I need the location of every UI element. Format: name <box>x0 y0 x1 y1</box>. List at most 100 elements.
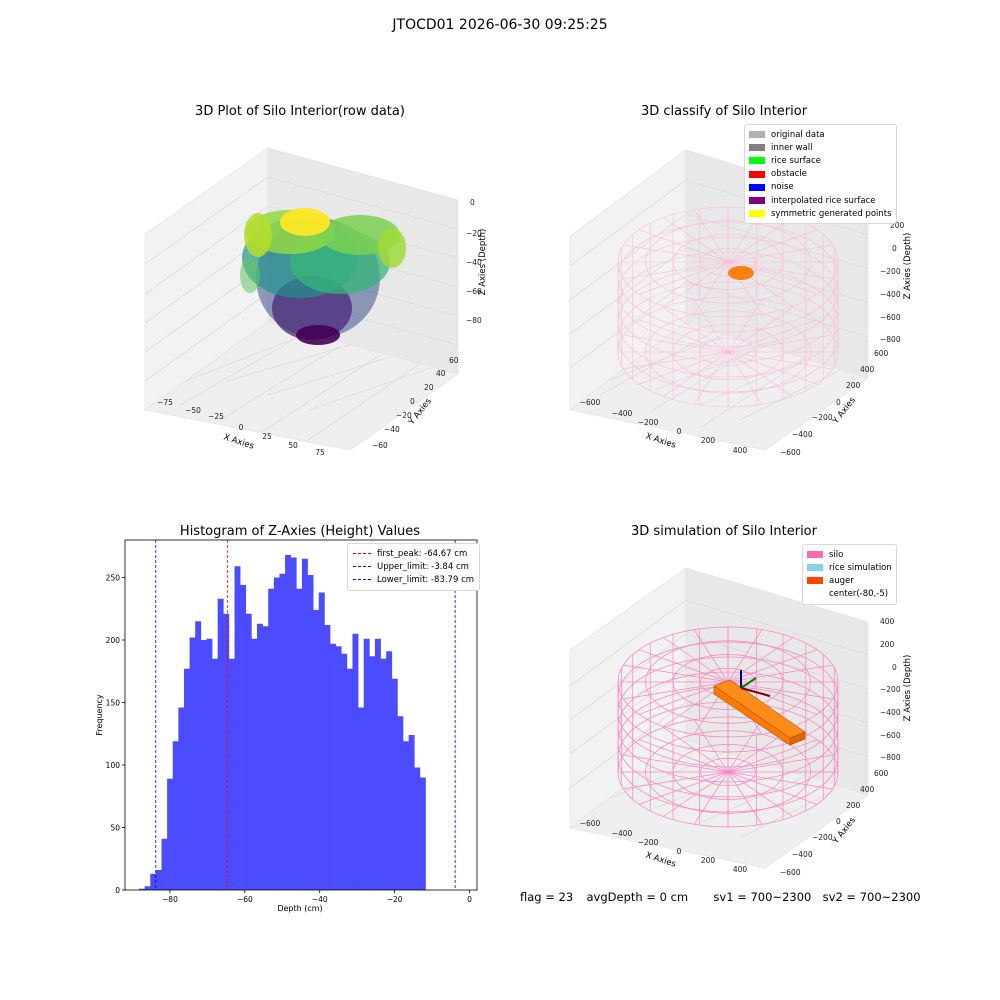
silo-floor-ring <box>700 757 756 787</box>
raw-x-tick: −25 <box>208 412 224 421</box>
histogram-bar <box>251 638 258 890</box>
raw-y-tick: −20 <box>396 411 412 420</box>
raw-x-tick: −75 <box>157 398 173 407</box>
raw-y-tick: 20 <box>424 383 434 392</box>
legend-swatch <box>749 144 765 152</box>
histogram-y-tick-label: 100 <box>106 761 121 770</box>
classify-z-tick: 200 <box>890 221 905 230</box>
classify-z-tick: −800 <box>880 335 901 344</box>
classify-z-tick: 0 <box>892 244 897 253</box>
raw-y-tick: 60 <box>449 356 459 365</box>
legend-item: auger <box>807 574 892 587</box>
histogram-reference-lines <box>155 540 456 890</box>
raw-y-tick: −60 <box>372 441 388 450</box>
legend-swatch <box>749 197 765 205</box>
simulation-x-tick: 0 <box>677 847 682 856</box>
histogram-bar <box>161 838 168 890</box>
simulation-x-axis-label: X Axies <box>644 850 677 869</box>
legend-item: obstacle <box>749 168 892 181</box>
raw-x-tick: 0 <box>239 423 244 432</box>
legend-swatch <box>749 210 765 218</box>
histogram-bars <box>139 555 426 890</box>
histogram-bar <box>301 558 308 890</box>
simulation-z-tick: −400 <box>880 708 901 717</box>
legend-line <box>353 579 371 581</box>
legend-swatch <box>749 131 765 139</box>
simulation-silo-wireframe <box>617 626 839 828</box>
histogram-bar <box>374 638 381 890</box>
flag-value: flag = 23 <box>520 890 574 904</box>
histogram-bar <box>139 888 145 890</box>
silo-floor-ring <box>672 234 784 290</box>
legend-item: inner wall <box>749 141 892 154</box>
histogram-bar <box>262 626 269 890</box>
simulation-y-tick: −600 <box>780 868 801 877</box>
classify-x-tick: −200 <box>638 418 659 427</box>
classify-x-tick: −600 <box>580 398 601 407</box>
histogram-bar <box>200 640 207 890</box>
histogram-x-tick-label: −60 <box>237 895 253 904</box>
histogram-bar <box>172 741 179 890</box>
simulation-z-tick: −600 <box>880 731 901 740</box>
raw-y-tick: 0 <box>410 397 415 406</box>
histogram-x-axis-label: Depth (cm) <box>277 904 322 913</box>
classify-silo-wireframe <box>617 206 839 408</box>
histogram-bar <box>240 585 247 890</box>
classify-y-tick: 400 <box>860 365 875 374</box>
simulation-y-tick: 400 <box>860 785 875 794</box>
classify-y-tick: −600 <box>780 448 801 457</box>
histogram-y-tick-label: 150 <box>106 699 121 708</box>
simulation-z-axis-label: Z Axies (Depth) <box>903 655 913 722</box>
status-line: flag = 23 avgDepth = 0 cm sv1 = 700~2300… <box>520 890 921 904</box>
legend-item: Lower_limit: -83.79 cm <box>353 573 474 586</box>
simulation-x-tick: −600 <box>580 819 601 828</box>
legend-line <box>353 566 371 568</box>
raw-x-tick: −50 <box>185 406 201 415</box>
raw-plot-title: 3D Plot of Silo Interior(row data) <box>195 104 405 119</box>
legend-swatch <box>749 170 765 178</box>
raw-x-tick: 25 <box>262 432 272 441</box>
simulation-y-tick: −400 <box>792 850 813 859</box>
histogram-bar <box>189 637 196 890</box>
legend-item: interpolated rice surface <box>749 194 892 207</box>
raw-z-tick: −60 <box>466 287 482 296</box>
histogram-bar <box>234 566 241 890</box>
histogram-ticks: −80 −60 −40 −20 0 0 50 100 150 200 250 <box>106 574 472 905</box>
classify-x-tick: 400 <box>733 446 748 455</box>
legend-item: noise <box>749 181 892 194</box>
histogram-x-tick-label: −80 <box>162 895 178 904</box>
classify-x-tick: 0 <box>677 427 682 436</box>
legend-item: first_peak: -64.67 cm <box>353 547 474 560</box>
simulation-x-tick: 200 <box>701 856 716 865</box>
classify-z-axis-label: Z Axies (Depth) <box>903 233 913 300</box>
classify-y-tick: −400 <box>792 430 813 439</box>
histogram-bar <box>397 716 404 890</box>
silo-floor-ring <box>672 654 784 710</box>
histogram-bar <box>313 610 320 890</box>
classify-x-tick: −400 <box>612 409 633 418</box>
raw-x-tick: 50 <box>288 441 298 450</box>
simulation-x-tick: 400 <box>733 865 748 874</box>
simulation-y-tick: 600 <box>874 769 889 778</box>
legend-swatch <box>807 564 823 572</box>
histogram-bar <box>414 767 421 890</box>
histogram-bar <box>150 873 157 890</box>
classify-y-tick: 600 <box>874 349 889 358</box>
legend-item: original data <box>749 128 892 141</box>
histogram-bar <box>268 588 275 890</box>
histogram-y-tick-label: 200 <box>106 636 121 645</box>
legend-swatch <box>807 590 823 598</box>
simulation-y-axis-label: Y Axies <box>830 815 858 847</box>
classify-z-tick: −600 <box>880 313 901 322</box>
histogram-bar <box>290 557 297 890</box>
silo-floor-ring <box>700 247 756 277</box>
classify-3d-axes: −600 −400 −200 0 200 400 −600 −400 −200 … <box>569 149 913 457</box>
classify-y-tick: 0 <box>836 398 841 407</box>
legend-item: silo <box>807 548 892 561</box>
raw-z-tick: −40 <box>466 258 482 267</box>
simulation-y-tick: −200 <box>812 833 833 842</box>
raw-x-tick: 75 <box>315 448 325 457</box>
simulation-z-tick: 400 <box>880 617 895 626</box>
classify-floor-pane <box>569 321 869 451</box>
